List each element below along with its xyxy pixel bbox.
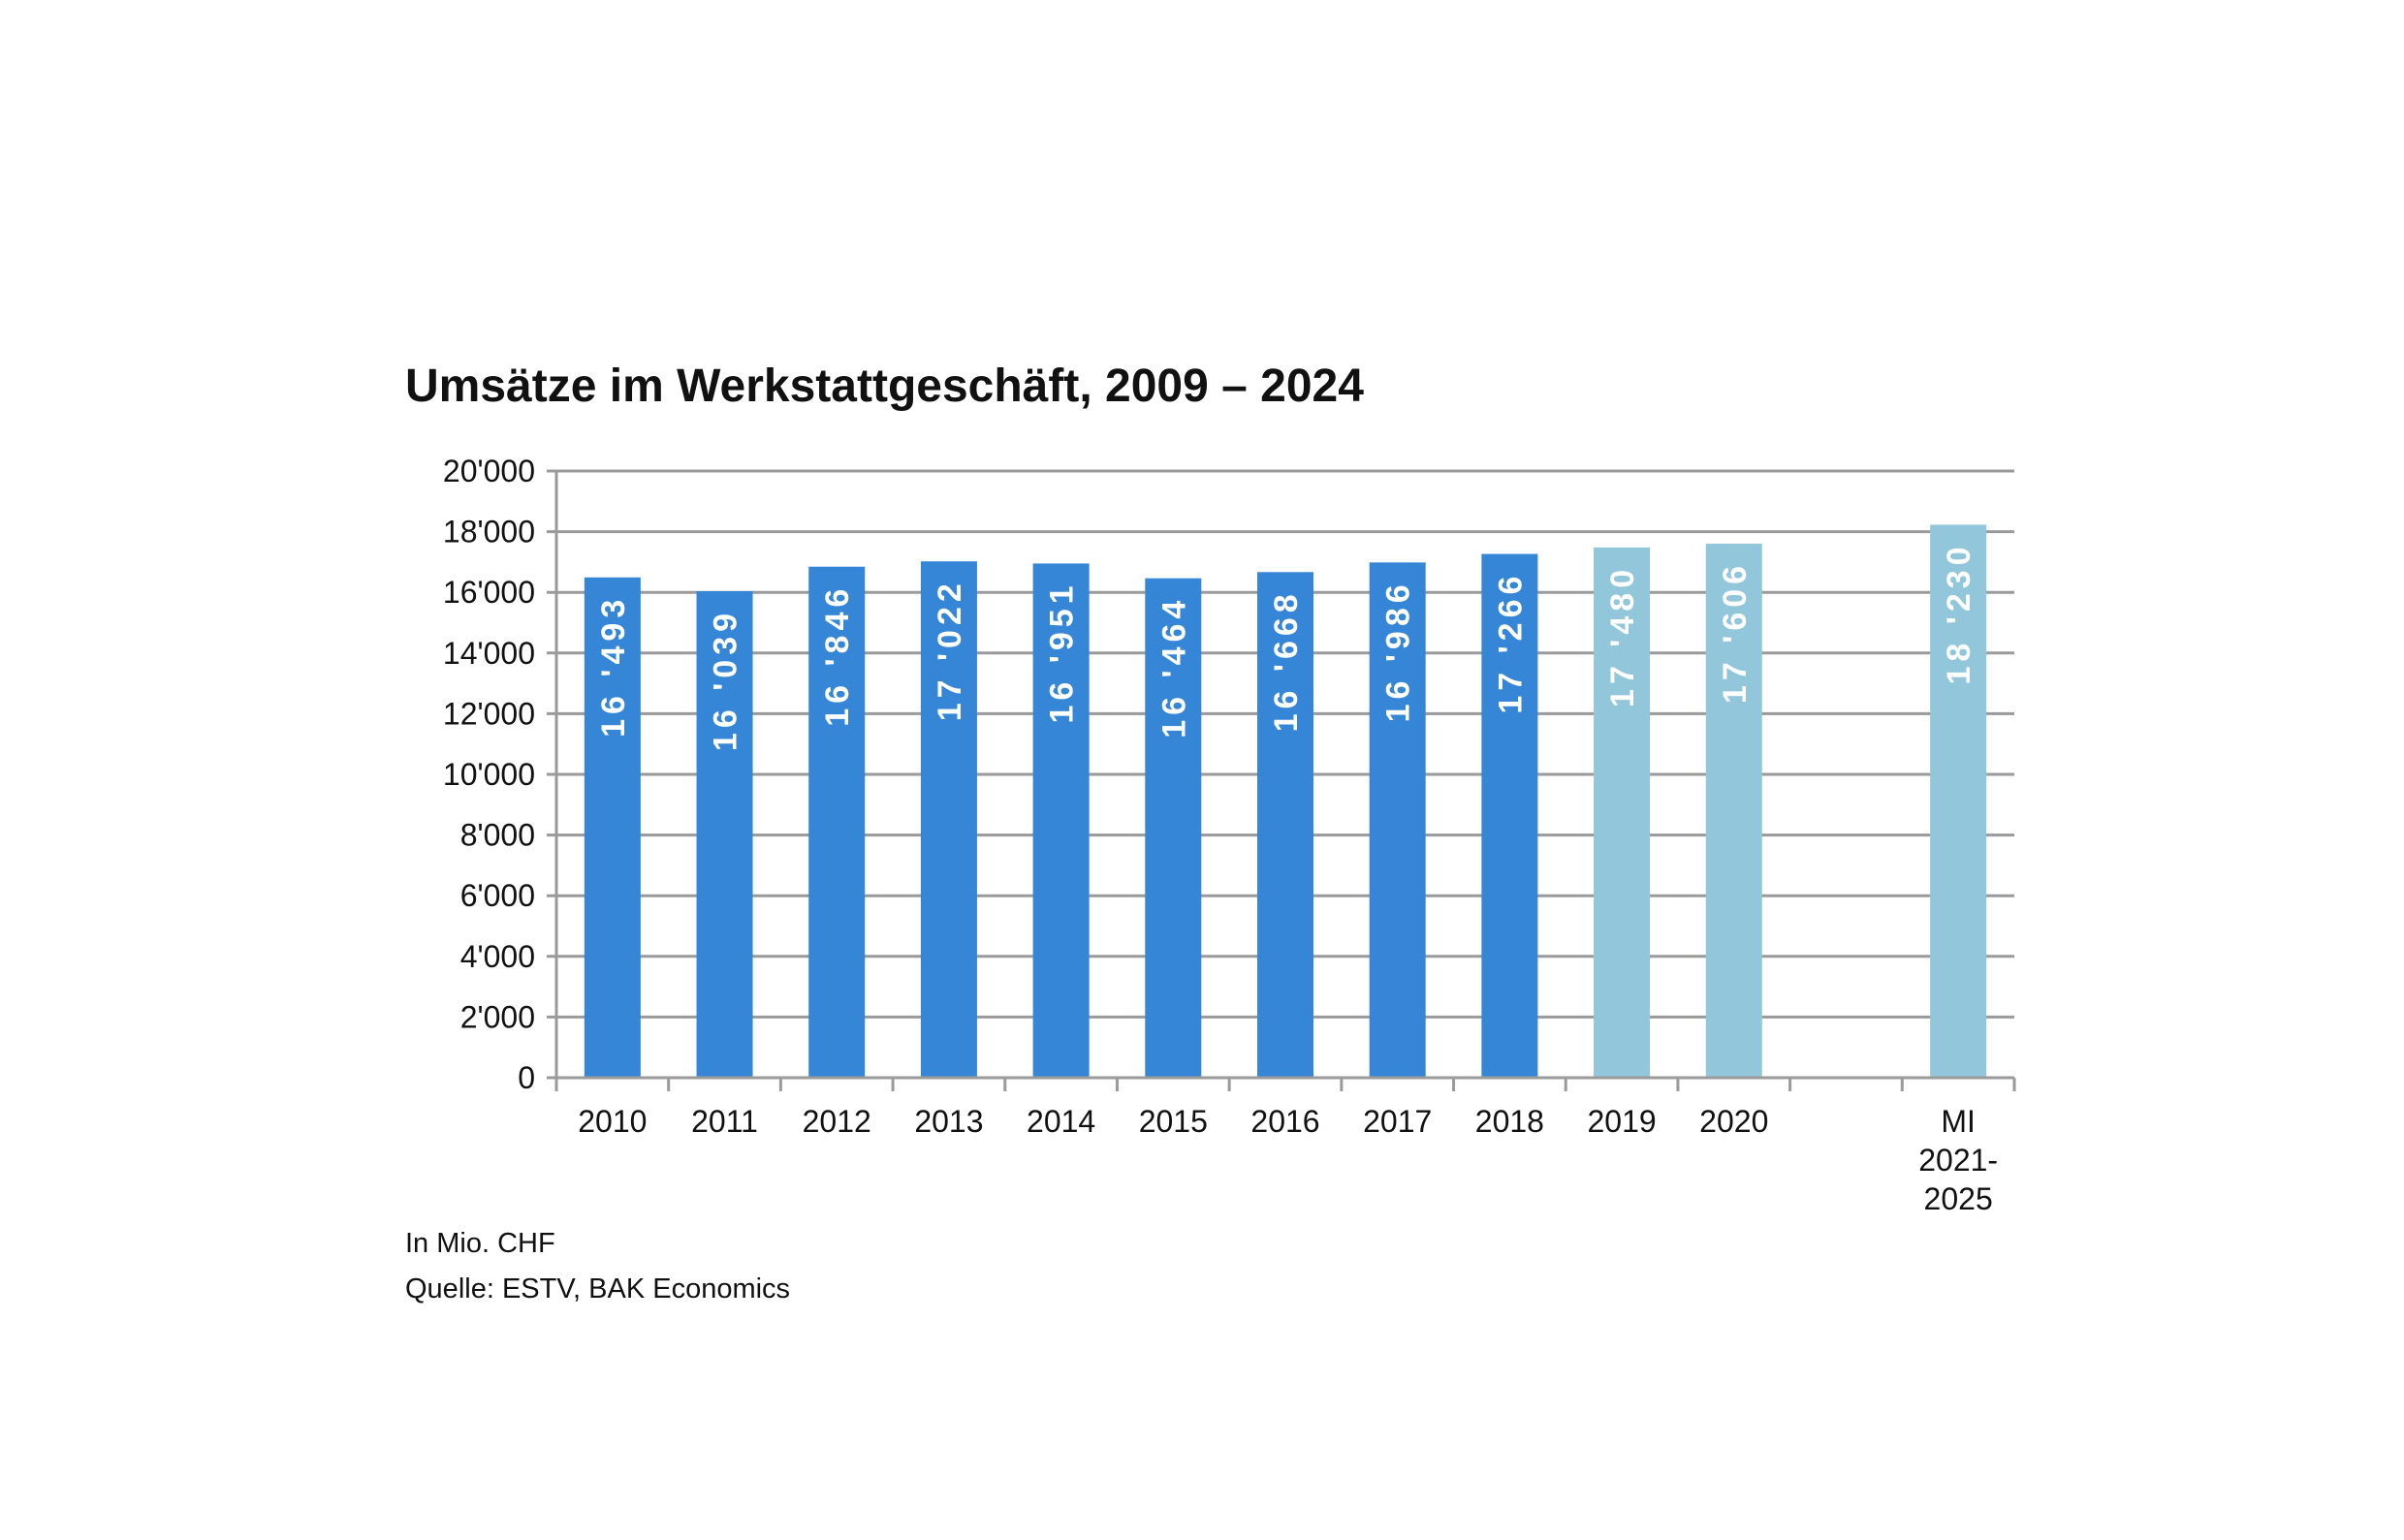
bar [1481, 553, 1538, 1078]
bar [1032, 563, 1090, 1078]
x-tick-label: 2013 [914, 1104, 983, 1139]
x-tick-label: MI 2021-2025 [1918, 1104, 1998, 1216]
y-axis-ticks: 0 2'000 4'000 6'000 8'000 10'000 12'000 14'000 1… [443, 454, 535, 1095]
bar [584, 577, 641, 1078]
y-tick-label: 0 [518, 1060, 535, 1095]
y-tick-label: 16'000 [443, 575, 535, 610]
bar-value-label: 17 '480 [1604, 565, 1641, 707]
y-tick-label: 10'000 [443, 757, 535, 792]
chart-title: Umsätze im Werkstattgeschäft, 2009 – 202… [405, 361, 1364, 412]
bar [1369, 562, 1426, 1078]
bar-value-label: 16 '039 [708, 609, 744, 751]
x-tick-label: 2015 [1139, 1104, 1208, 1139]
y-tick-label: 2'000 [460, 999, 535, 1034]
bar-value-label: 17 '022 [932, 579, 968, 721]
bar-value-label: 16 '493 [595, 595, 632, 738]
y-tick-label: 4'000 [460, 939, 535, 974]
bar-value-label: 16 '668 [1268, 589, 1305, 732]
bar-value-label: 18 '230 [1941, 542, 1977, 684]
bar [1145, 578, 1202, 1078]
bar-value-label: 16 '846 [819, 584, 856, 727]
bar-value-label: 17 '266 [1492, 572, 1529, 714]
x-tick-label: 2010 [578, 1104, 647, 1139]
y-tick-label: 12'000 [443, 696, 535, 731]
axes [554, 471, 2016, 1091]
y-tick-label: 20'000 [443, 454, 535, 488]
x-tick-label: 2011 [691, 1104, 758, 1139]
bar-value-label: 16 '986 [1380, 580, 1417, 722]
x-tick-label: 2017 [1363, 1104, 1432, 1139]
bar [1930, 524, 1987, 1078]
bar [808, 566, 866, 1078]
x-tick-label: 2020 [1699, 1104, 1768, 1139]
bar [696, 590, 753, 1078]
x-tick-label: 2012 [803, 1104, 871, 1139]
bar-value-label: 16 '951 [1044, 581, 1081, 723]
source-note: Quelle: ESTV, BAK Economics [405, 1273, 790, 1304]
bar [1705, 543, 1762, 1078]
bar-value-label: 17 '606 [1717, 561, 1754, 704]
bar-value-label: 16 '464 [1155, 596, 1192, 739]
y-tick-label: 8'000 [460, 818, 535, 853]
x-tick-label: 2014 [1027, 1104, 1095, 1139]
x-tick-label: 2019 [1587, 1104, 1656, 1139]
x-tick-label: 2018 [1475, 1104, 1544, 1139]
bar [1257, 572, 1313, 1078]
y-tick-label: 18'000 [443, 515, 535, 550]
bar [920, 561, 977, 1078]
bars: 16 '493 16 '039 16 '846 17 '022 16 '951 16 '4… [584, 524, 1987, 1078]
x-axis-ticks: 2010 2011 2012 2013 2014 2015 2016 2017 2018 2019… [578, 1104, 1998, 1216]
y-tick-label: 14'000 [443, 636, 535, 671]
bar [1594, 547, 1651, 1078]
x-tick-label: 2016 [1250, 1104, 1319, 1139]
unit-note: In Mio. CHF [405, 1228, 555, 1259]
y-tick-label: 6'000 [460, 878, 535, 913]
